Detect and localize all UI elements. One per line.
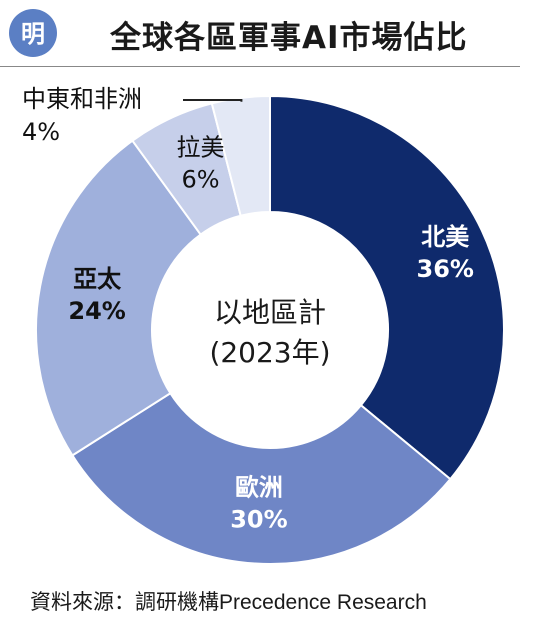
title-divider — [0, 66, 520, 67]
ming-logo-icon: 明 — [9, 9, 57, 57]
category-label-middle-east-africa: 中東和非洲 — [22, 85, 142, 113]
value-label-asia-pacific: 24% — [68, 297, 125, 325]
category-label-latin-america: 拉美 — [177, 133, 225, 161]
category-label-asia-pacific: 亞太 — [73, 265, 122, 293]
value-label-latin-america: 6% — [181, 165, 219, 193]
category-label-europe: 歐洲 — [235, 474, 283, 502]
leader-line-middle-east-africa — [183, 99, 243, 102]
logo-text: 明 — [21, 20, 45, 48]
value-label-middle-east-africa: 4% — [22, 118, 60, 146]
source-note: 資料來源：調研機構Precedence Research — [30, 591, 427, 614]
slice-europe — [71, 391, 452, 565]
slice-north-america — [269, 94, 505, 481]
value-label-north-america: 36% — [417, 255, 474, 283]
value-label-europe: 30% — [230, 506, 287, 534]
slice-asia-pacific — [35, 139, 203, 457]
category-label-north-america: 北美 — [421, 223, 469, 251]
center-label-line1: 以地區計 — [214, 296, 326, 329]
header: 明 全球各區軍事AI市場佔比 — [6, 6, 526, 60]
center-label-line2: (2023年) — [209, 336, 330, 369]
chart-title: 全球各區軍事AI市場佔比 — [110, 20, 468, 56]
